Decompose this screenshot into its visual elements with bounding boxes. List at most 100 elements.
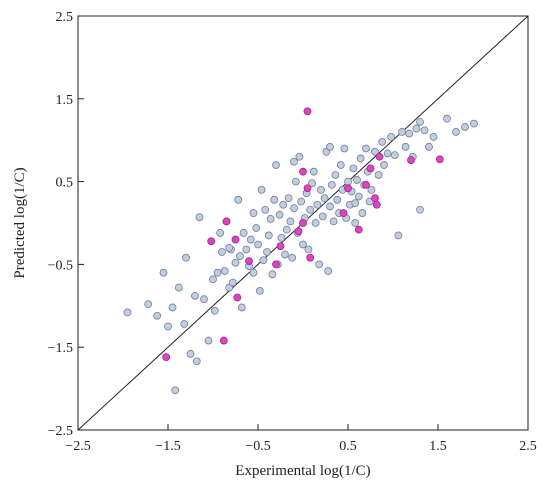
data-point — [231, 235, 240, 244]
x-tick-label: −2.5 — [65, 439, 90, 454]
data-point — [191, 291, 199, 300]
data-point — [416, 118, 424, 126]
data-point — [354, 192, 363, 201]
data-point — [303, 184, 312, 193]
data-point — [263, 248, 271, 256]
data-point — [366, 164, 375, 173]
data-point — [275, 210, 284, 219]
data-point — [311, 219, 320, 227]
data-point — [318, 212, 327, 221]
data-point — [159, 268, 168, 277]
tick-labels: −2.5 −1.5 −0.5 0.5 1.5 2.5 −2.5 −1.5 −0.5 0.5 1.5 2… — [48, 10, 537, 454]
x-tick-label: −1.5 — [155, 439, 180, 454]
data-point — [344, 177, 352, 186]
data-point — [207, 237, 216, 246]
y-axis-label: Predicted log(1/C) — [12, 167, 28, 278]
data-point — [264, 231, 273, 240]
data-point — [192, 357, 201, 366]
data-point — [236, 252, 244, 261]
data-point — [372, 200, 381, 209]
data-point — [320, 194, 329, 203]
data-point — [331, 171, 340, 179]
x-tick-label: 1.5 — [429, 439, 447, 454]
data-point — [461, 123, 469, 131]
plot-frame — [77, 15, 529, 431]
data-point — [291, 177, 300, 186]
data-point — [239, 229, 248, 237]
data-point — [218, 248, 226, 256]
data-point — [353, 176, 361, 184]
data-point — [371, 147, 379, 156]
data-point — [216, 229, 225, 237]
data-point — [222, 217, 231, 226]
data-point — [209, 275, 217, 284]
data-point — [182, 253, 190, 262]
data-point — [276, 242, 285, 251]
data-point — [405, 129, 414, 138]
data-point — [246, 235, 255, 244]
data-point — [294, 227, 303, 236]
data-point — [297, 197, 306, 206]
data-point — [339, 209, 348, 217]
x-tick-label: 2.5 — [519, 439, 537, 454]
data-point — [340, 144, 349, 153]
data-point — [333, 195, 342, 204]
data-point — [200, 295, 208, 304]
plot-content — [77, 15, 529, 431]
data-point — [171, 386, 180, 395]
x-tick-label: −0.5 — [245, 439, 270, 454]
data-point — [407, 156, 415, 164]
data-point — [204, 336, 213, 345]
data-point — [290, 157, 298, 166]
data-point — [290, 204, 298, 212]
data-point — [378, 137, 387, 146]
data-point — [344, 184, 352, 193]
data-point — [351, 219, 360, 227]
data-point — [443, 114, 451, 123]
data-point — [390, 151, 399, 160]
y-tick-label: 0.5 — [56, 176, 74, 191]
data-point — [435, 155, 444, 164]
data-point — [219, 336, 228, 345]
data-point — [362, 181, 370, 189]
data-point — [288, 253, 297, 262]
data-point — [336, 161, 345, 169]
data-point — [272, 161, 280, 169]
data-point — [234, 195, 243, 204]
data-point — [367, 185, 376, 194]
data-point — [362, 144, 370, 153]
data-point — [295, 152, 304, 161]
data-point — [425, 142, 433, 151]
data-point — [252, 224, 261, 232]
x-axis-label: Experimental log(1/C) — [235, 463, 370, 479]
data-point — [356, 154, 365, 163]
data-point — [268, 270, 277, 279]
data-point — [326, 202, 334, 211]
data-point — [375, 152, 384, 161]
data-point — [354, 225, 363, 234]
data-point — [306, 253, 315, 262]
data-point — [429, 132, 438, 141]
data-point — [412, 124, 421, 133]
data-point — [299, 240, 307, 249]
data-point — [351, 199, 360, 208]
data-point — [329, 217, 338, 226]
data-point — [186, 349, 195, 358]
data-point — [257, 185, 266, 194]
data-point — [245, 257, 253, 265]
data-point — [279, 200, 288, 209]
data-point — [420, 126, 429, 135]
data-point — [249, 268, 258, 277]
data-point — [220, 267, 229, 275]
data-point — [304, 245, 313, 254]
data-point — [259, 256, 268, 265]
data-point — [284, 194, 293, 203]
data-point — [380, 161, 388, 169]
data-point — [317, 185, 325, 194]
data-point — [162, 353, 171, 362]
data-point — [277, 234, 286, 242]
data-point — [371, 194, 379, 203]
data-point — [470, 119, 478, 128]
